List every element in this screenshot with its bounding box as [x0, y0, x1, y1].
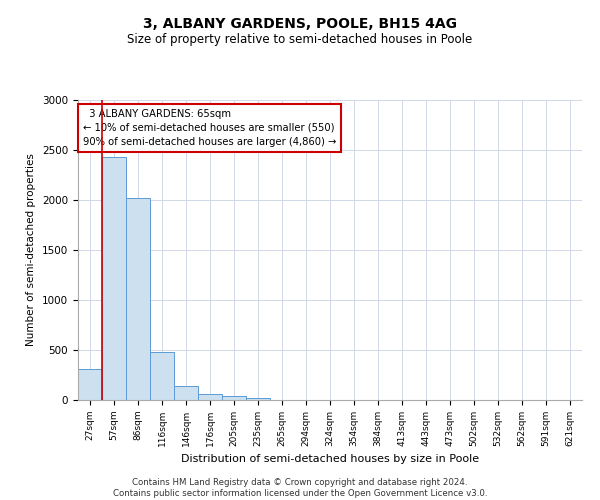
Bar	[126, 198, 150, 400]
Bar	[246, 398, 270, 400]
Text: Size of property relative to semi-detached houses in Poole: Size of property relative to semi-detach…	[127, 32, 473, 46]
Y-axis label: Number of semi-detached properties: Number of semi-detached properties	[26, 154, 37, 346]
Text: 3, ALBANY GARDENS, POOLE, BH15 4AG: 3, ALBANY GARDENS, POOLE, BH15 4AG	[143, 18, 457, 32]
Bar	[150, 352, 174, 400]
Bar	[174, 386, 198, 400]
X-axis label: Distribution of semi-detached houses by size in Poole: Distribution of semi-detached houses by …	[181, 454, 479, 464]
Text: 3 ALBANY GARDENS: 65sqm  
← 10% of semi-detached houses are smaller (550)
90% of: 3 ALBANY GARDENS: 65sqm ← 10% of semi-de…	[83, 109, 337, 147]
Bar	[102, 157, 126, 400]
Bar	[198, 394, 222, 400]
Text: Contains HM Land Registry data © Crown copyright and database right 2024.
Contai: Contains HM Land Registry data © Crown c…	[113, 478, 487, 498]
Bar	[222, 396, 246, 400]
Bar	[78, 369, 102, 400]
